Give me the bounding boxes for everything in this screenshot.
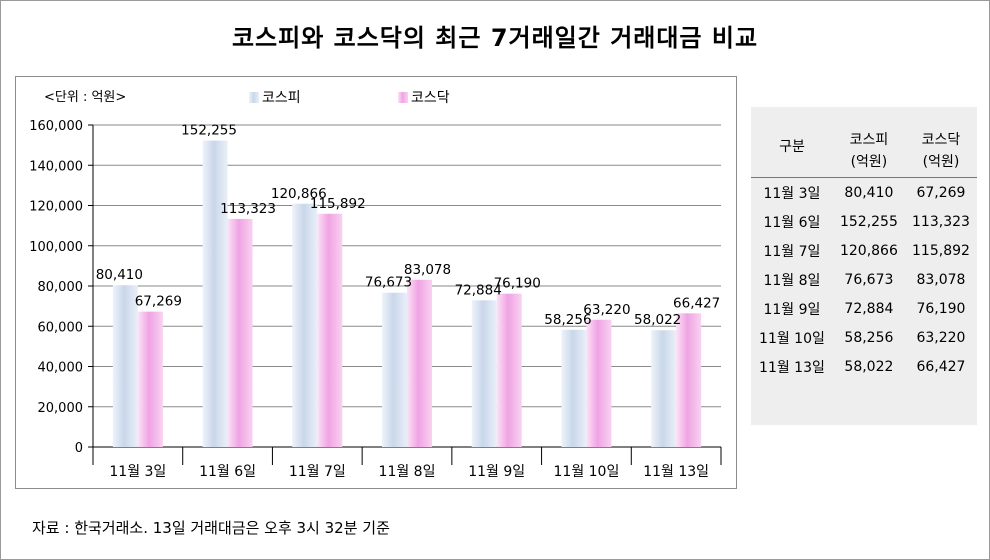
row-date: 11월 13일 bbox=[759, 359, 825, 376]
legend-label-kosdaq: 코스닥 bbox=[411, 90, 450, 106]
table-row: 11월 13일 58,022 66,427 bbox=[751, 352, 977, 381]
row-kospi: 80,410 bbox=[844, 184, 894, 201]
table-row: 11월 10일 58,256 63,220 bbox=[751, 323, 977, 352]
data-label-kospi: 58,022 bbox=[634, 312, 681, 328]
bar-kosdaq bbox=[137, 311, 163, 447]
y-tick-label: 100,000 bbox=[29, 240, 83, 255]
row-kosdaq: 67,269 bbox=[916, 184, 966, 201]
x-tick-label: 11월 8일 bbox=[379, 464, 436, 480]
data-label-kosdaq: 76,190 bbox=[494, 276, 541, 292]
data-label-kospi: 58,256 bbox=[544, 312, 591, 328]
header-kosdaq: 코스닥 bbox=[921, 132, 961, 148]
header-category: 구분 bbox=[779, 139, 805, 155]
chart-panel: 0 20,000 40,000 60,000 80,000 100,000 120,000 1… bbox=[15, 76, 737, 489]
legend-swatch-kospi bbox=[249, 92, 259, 103]
bar-kospi bbox=[112, 285, 138, 447]
row-kosdaq: 115,892 bbox=[912, 242, 970, 259]
bar-kosdaq bbox=[586, 319, 612, 447]
row-date: 11월 8일 bbox=[763, 272, 821, 289]
bar-chart: 0 20,000 40,000 60,000 80,000 100,000 120,000 1… bbox=[29, 90, 722, 480]
data-label-kospi: 152,255 bbox=[181, 123, 237, 139]
summary-table: 구분 코스피 코스닥 (억원) (억원) 11월 3일 80,410 67,269 … bbox=[751, 107, 977, 425]
y-tick-label: 160,000 bbox=[29, 119, 83, 134]
row-kospi: 58,022 bbox=[844, 358, 894, 375]
row-date: 11월 10일 bbox=[759, 330, 825, 347]
header-kospi: 코스피 bbox=[849, 132, 889, 148]
row-kospi: 72,884 bbox=[844, 300, 894, 317]
page-title: 코스피와 코스닥의 최근 7거래일간 거래대금 비교 bbox=[231, 24, 759, 52]
row-date: 11월 3일 bbox=[763, 185, 821, 202]
bar-kospi bbox=[561, 329, 587, 447]
row-kosdaq: 83,078 bbox=[916, 271, 966, 288]
bar-kospi bbox=[202, 140, 228, 448]
y-tick-label: 20,000 bbox=[38, 401, 84, 416]
bar-kospi bbox=[292, 203, 318, 447]
bar-kosdaq bbox=[496, 293, 522, 447]
table-row: 11월 9일 72,884 76,190 bbox=[751, 294, 977, 323]
x-tick-label: 11월 10일 bbox=[554, 464, 620, 480]
row-kosdaq: 113,323 bbox=[912, 213, 970, 230]
x-tick-label: 11월 7일 bbox=[289, 464, 346, 480]
table-row: 11월 7일 120,866 115,892 bbox=[751, 236, 977, 265]
bar-kosdaq bbox=[676, 313, 702, 447]
data-label-kosdaq: 67,269 bbox=[135, 294, 182, 310]
table-row: 11월 6일 152,255 113,323 bbox=[751, 207, 977, 236]
row-date: 11월 7일 bbox=[763, 243, 821, 260]
table-row: 11월 8일 76,673 83,078 bbox=[751, 265, 977, 294]
bar-kosdaq bbox=[317, 213, 343, 447]
data-label-kosdaq: 63,220 bbox=[583, 302, 630, 318]
unit-label: <단위 : 억원> bbox=[44, 90, 126, 105]
header-kospi-unit: (억원) bbox=[850, 154, 888, 170]
x-tick-label: 11월 3일 bbox=[109, 464, 166, 480]
bar-kosdaq bbox=[227, 218, 253, 447]
table-row: 11월 3일 80,410 67,269 bbox=[751, 178, 977, 207]
data-label-kospi: 120,866 bbox=[271, 186, 327, 202]
row-date: 11월 6일 bbox=[763, 214, 821, 231]
y-tick-label: 0 bbox=[75, 441, 83, 456]
data-label-kosdaq: 113,323 bbox=[220, 201, 276, 217]
bar-kospi bbox=[651, 330, 677, 447]
source-note: 자료 : 한국거래소. 13일 거래대금은 오후 3시 32분 기준 bbox=[32, 519, 390, 537]
data-label-kosdaq: 66,427 bbox=[673, 295, 720, 311]
legend-label-kospi: 코스피 bbox=[262, 90, 301, 106]
bar-kospi bbox=[382, 292, 407, 447]
label-layer: 0 20,000 40,000 60,000 80,000 100,000 120,000 1… bbox=[29, 119, 720, 480]
row-date: 11월 9일 bbox=[763, 301, 821, 318]
data-label-kospi: 72,884 bbox=[455, 282, 502, 298]
y-tick-label: 80,000 bbox=[38, 280, 84, 295]
data-label-kospi: 80,410 bbox=[96, 267, 143, 283]
y-tick-label: 120,000 bbox=[29, 200, 83, 215]
row-kosdaq: 66,427 bbox=[916, 358, 966, 375]
x-tick-label: 11월 9일 bbox=[468, 464, 525, 480]
y-tick-label: 60,000 bbox=[38, 320, 84, 335]
y-tick-label: 140,000 bbox=[29, 159, 83, 174]
data-label-kospi: 76,673 bbox=[365, 275, 412, 291]
row-kosdaq: 63,220 bbox=[916, 329, 966, 346]
row-kospi: 76,673 bbox=[844, 271, 894, 288]
data-label-kosdaq: 115,892 bbox=[310, 196, 366, 212]
legend-swatch-kosdaq bbox=[398, 92, 408, 103]
bar-layer bbox=[112, 140, 702, 448]
row-kospi: 120,866 bbox=[839, 242, 898, 259]
bar-kosdaq bbox=[407, 279, 432, 447]
data-label-kosdaq: 83,078 bbox=[404, 262, 451, 278]
x-tick-label: 11월 13일 bbox=[643, 464, 709, 480]
y-tick-label: 40,000 bbox=[38, 361, 84, 376]
row-kospi: 58,256 bbox=[844, 329, 894, 346]
row-kosdaq: 76,190 bbox=[916, 300, 966, 317]
header-kosdaq-unit: (억원) bbox=[922, 154, 960, 170]
bar-kospi bbox=[471, 300, 497, 447]
row-kospi: 152,255 bbox=[839, 213, 898, 230]
x-tick-label: 11월 6일 bbox=[199, 464, 256, 480]
